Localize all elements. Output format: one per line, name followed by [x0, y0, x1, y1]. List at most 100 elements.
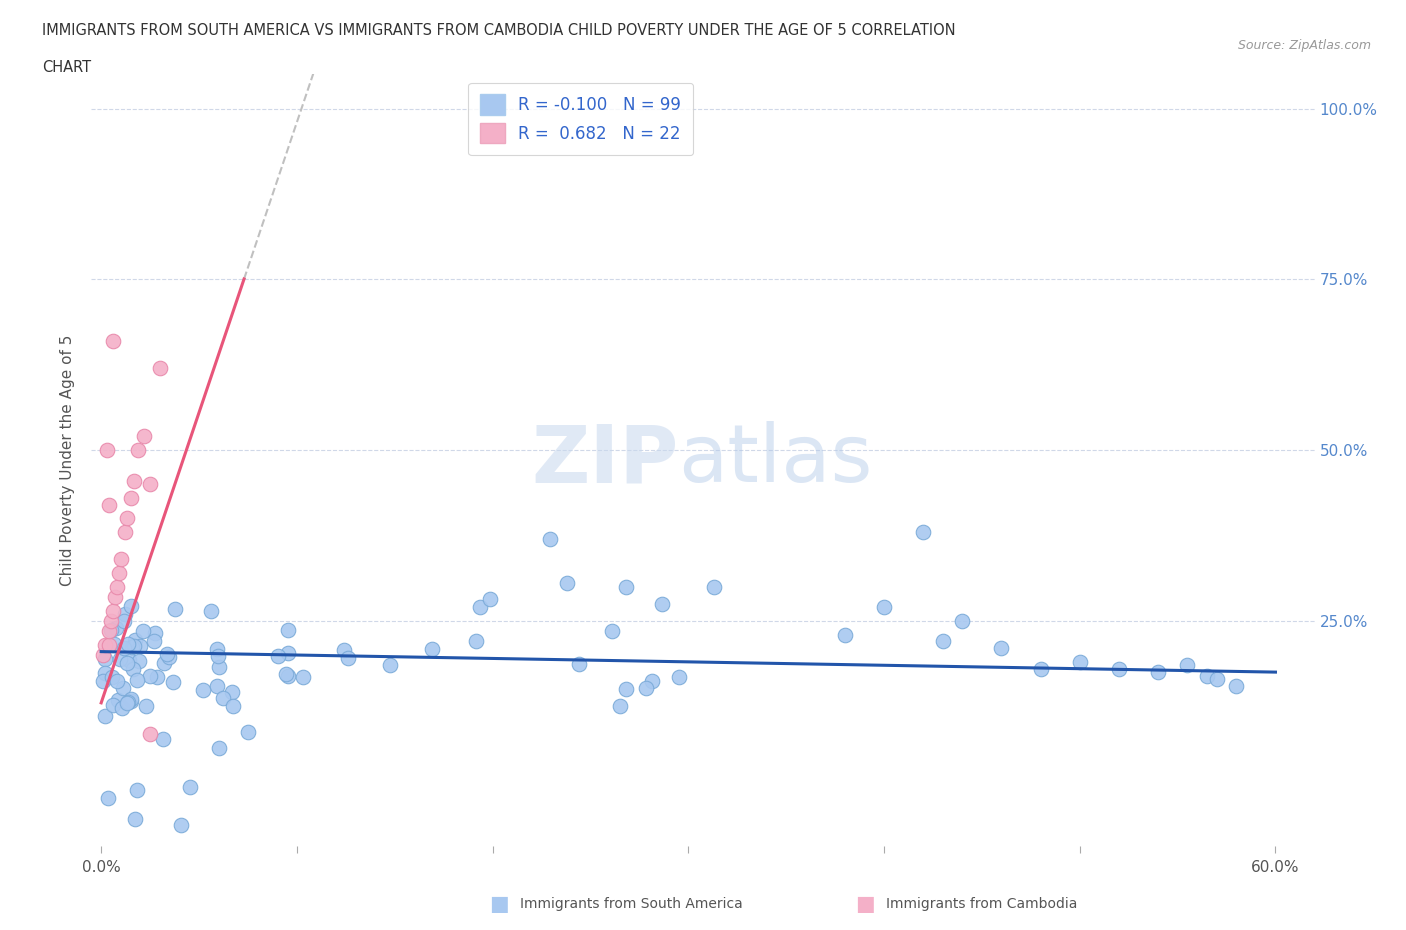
Point	[105, 579, 128, 594]
Point	[139, 669, 162, 684]
Point	[267, 648, 290, 663]
Point	[146, 670, 169, 684]
Point	[990, 641, 1012, 656]
Point	[112, 614, 135, 629]
Point	[703, 579, 725, 594]
Point	[93, 666, 115, 681]
Point	[333, 643, 356, 658]
Point	[668, 669, 690, 684]
Point	[336, 650, 359, 665]
Point	[103, 637, 125, 652]
Point	[122, 661, 145, 676]
Point	[127, 672, 149, 687]
Point	[117, 696, 139, 711]
Point	[170, 817, 193, 832]
Point	[101, 698, 124, 712]
Text: IMMIGRANTS FROM SOUTH AMERICA VS IMMIGRANTS FROM CAMBODIA CHILD POVERTY UNDER TH: IMMIGRANTS FROM SOUTH AMERICA VS IMMIGRA…	[42, 23, 956, 38]
Point	[129, 639, 152, 654]
Point	[193, 683, 215, 698]
Point	[108, 652, 131, 667]
Point	[236, 724, 259, 739]
Point	[221, 684, 243, 699]
Point	[950, 614, 973, 629]
Point	[152, 731, 174, 746]
Point	[634, 681, 657, 696]
Point	[873, 600, 896, 615]
Point	[614, 682, 637, 697]
Point	[1177, 658, 1199, 672]
Point	[139, 477, 162, 492]
Point	[602, 624, 624, 639]
Point	[614, 579, 637, 594]
Point	[912, 525, 935, 539]
Point	[277, 623, 299, 638]
Point	[98, 637, 121, 652]
Point	[101, 604, 124, 618]
Point	[208, 659, 231, 674]
Point	[641, 674, 664, 689]
Point	[114, 525, 136, 539]
Point	[153, 656, 176, 671]
Point	[101, 670, 124, 684]
Point	[292, 670, 315, 684]
Point	[94, 651, 117, 666]
Point	[200, 604, 222, 618]
Point	[117, 694, 139, 709]
Point	[157, 650, 180, 665]
Point	[97, 790, 120, 805]
Point	[568, 657, 591, 671]
Point	[101, 333, 124, 348]
Point	[124, 473, 146, 488]
Point	[94, 709, 117, 724]
Point	[555, 576, 578, 591]
Point	[107, 693, 129, 708]
Point	[274, 667, 297, 682]
Point	[142, 633, 165, 648]
Point	[115, 656, 138, 671]
Point	[91, 673, 114, 688]
Legend: R = -0.100   N = 99, R =  0.682   N = 22: R = -0.100 N = 99, R = 0.682 N = 22	[468, 83, 693, 155]
Point	[143, 626, 166, 641]
Point	[112, 641, 135, 656]
Point	[98, 624, 121, 639]
Text: ZIP: ZIP	[531, 421, 679, 499]
Point	[139, 726, 162, 741]
Point	[114, 606, 136, 621]
Point	[100, 614, 122, 629]
Point	[124, 633, 146, 648]
Point	[211, 691, 233, 706]
Point	[1225, 678, 1247, 693]
Point	[112, 681, 135, 696]
Point	[609, 698, 631, 713]
Point	[378, 658, 401, 672]
Point	[932, 634, 955, 649]
Point	[128, 654, 150, 669]
Point	[834, 627, 856, 642]
Point	[478, 591, 501, 606]
Point	[105, 673, 128, 688]
Point	[465, 634, 488, 649]
Point	[120, 694, 142, 709]
Point	[422, 642, 444, 657]
Point	[118, 653, 141, 668]
Point	[1147, 665, 1170, 680]
Text: CHART: CHART	[42, 60, 91, 75]
Point	[538, 532, 561, 547]
Point	[94, 637, 117, 652]
Text: atlas: atlas	[679, 421, 873, 499]
Text: Immigrants from Cambodia: Immigrants from Cambodia	[886, 897, 1077, 911]
Point	[162, 674, 184, 689]
Point	[120, 692, 142, 707]
Point	[205, 642, 228, 657]
Point	[651, 597, 673, 612]
Point	[1069, 655, 1091, 670]
Point	[105, 620, 128, 635]
Point	[165, 601, 187, 616]
Point	[91, 647, 114, 662]
Point	[1029, 661, 1052, 676]
Point	[115, 511, 138, 525]
Text: ■: ■	[489, 894, 509, 914]
Point	[122, 639, 145, 654]
Point	[104, 590, 127, 604]
Point	[120, 490, 142, 505]
